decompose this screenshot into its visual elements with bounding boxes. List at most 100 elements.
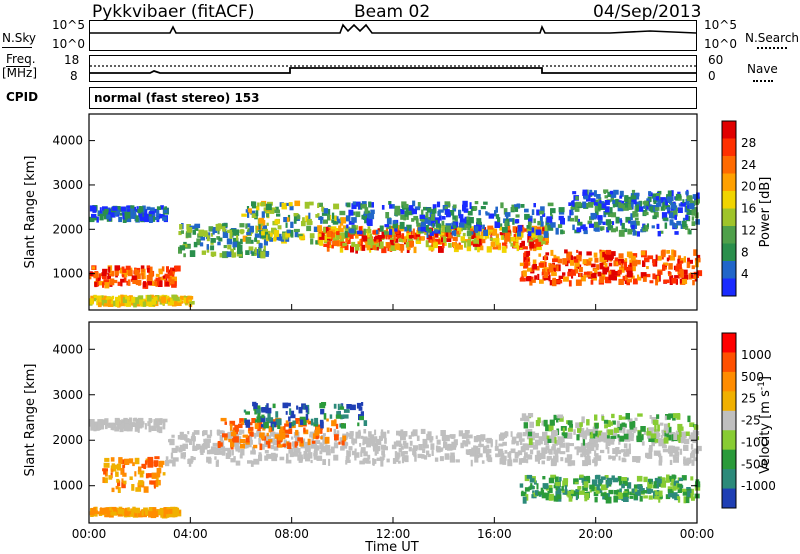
echo-cell	[277, 444, 283, 448]
echo-cell	[681, 277, 687, 283]
echo-cell	[107, 424, 113, 428]
echo-cell	[543, 419, 548, 427]
echo-cell	[622, 423, 627, 428]
echo-cell	[310, 444, 316, 449]
echo-cell	[680, 257, 684, 264]
echo-cell	[591, 479, 598, 487]
echo-cell	[113, 300, 119, 304]
echo-cell	[257, 218, 264, 226]
echo-cell	[618, 478, 623, 486]
echo-cell	[664, 415, 667, 421]
echo-cell	[137, 208, 141, 214]
echo-cell	[556, 416, 560, 420]
echo-cell	[682, 435, 686, 443]
echo-cell	[141, 272, 144, 280]
echo-cell	[326, 231, 332, 238]
echo-cell	[138, 281, 141, 286]
echo-cell	[367, 226, 371, 234]
echo-cell	[220, 417, 227, 422]
echo-cell	[105, 297, 108, 302]
echo-cell	[547, 225, 554, 231]
echo-cell	[633, 493, 639, 501]
echo-cell	[519, 440, 523, 445]
echo-cell	[467, 226, 474, 230]
echo-cell	[575, 489, 580, 493]
echo-cell	[434, 208, 437, 214]
velocity-cbar-tick: -500	[741, 457, 768, 471]
echo-cell	[146, 281, 153, 286]
echo-cell	[564, 489, 568, 495]
echo-cell	[90, 295, 94, 302]
echo-cell	[351, 203, 357, 210]
echo-cell	[678, 270, 681, 276]
echo-cell	[541, 460, 545, 465]
echo-cell	[245, 422, 251, 428]
echo-cell	[500, 452, 505, 459]
echo-cell	[342, 414, 349, 419]
echo-cell	[624, 195, 629, 202]
echo-cell	[636, 231, 640, 237]
echo-cell	[604, 263, 608, 268]
echo-cell	[92, 206, 97, 213]
echo-cell	[438, 215, 442, 221]
echo-cell	[662, 448, 669, 453]
echo-cell	[570, 489, 574, 494]
echo-cell	[669, 451, 673, 457]
echo-cell	[404, 210, 409, 217]
echo-cell	[588, 223, 595, 228]
echo-cell	[491, 238, 496, 242]
echo-cell	[653, 490, 659, 497]
echo-cell	[513, 241, 516, 246]
echo-cell	[575, 196, 579, 200]
echo-cell	[677, 258, 680, 264]
echo-cell	[241, 213, 247, 217]
echo-cell	[543, 231, 549, 238]
echo-cell	[230, 458, 236, 463]
echo-cell	[129, 209, 134, 215]
echo-cell	[618, 201, 621, 206]
echo-cell	[129, 206, 135, 210]
echo-cell	[555, 486, 558, 491]
echo-cell	[568, 495, 573, 502]
echo-cell	[473, 207, 476, 211]
echo-cell	[617, 435, 624, 440]
echo-cell	[685, 199, 690, 206]
echo-cell	[151, 425, 157, 431]
echo-cell	[581, 276, 586, 282]
echo-cell	[641, 490, 647, 494]
echo-cell	[119, 212, 124, 216]
echo-cell	[486, 246, 492, 253]
echo-cell	[164, 507, 168, 512]
echo-cell	[604, 424, 608, 429]
echo-cell	[448, 231, 451, 238]
echo-cell	[631, 421, 636, 427]
echo-cell	[686, 487, 691, 491]
echo-cell	[677, 191, 681, 197]
echo-cell	[629, 428, 634, 433]
echo-cell	[329, 235, 333, 242]
echo-cell	[125, 296, 130, 301]
echo-cell	[675, 430, 679, 435]
echo-cell	[384, 437, 387, 444]
echo-cell	[402, 431, 408, 435]
echo-cell	[432, 237, 435, 242]
echo-cell	[222, 433, 228, 438]
echo-cell	[660, 197, 666, 202]
echo-cell	[293, 214, 300, 221]
echo-cell	[336, 228, 339, 234]
echo-cell	[681, 431, 687, 439]
echo-cell	[679, 267, 683, 271]
echo-cell	[296, 405, 299, 410]
echo-cell	[172, 511, 178, 518]
echo-cell	[106, 296, 111, 303]
echo-cell	[170, 279, 175, 285]
echo-cell	[125, 510, 131, 518]
echo-cell	[115, 211, 118, 217]
echo-cell	[458, 430, 464, 437]
echo-cell	[445, 230, 451, 237]
echo-cell	[339, 406, 345, 410]
echo-cell	[584, 479, 587, 483]
echo-cell	[459, 222, 465, 228]
echo-cell	[345, 202, 349, 207]
echo-cell	[624, 197, 629, 203]
